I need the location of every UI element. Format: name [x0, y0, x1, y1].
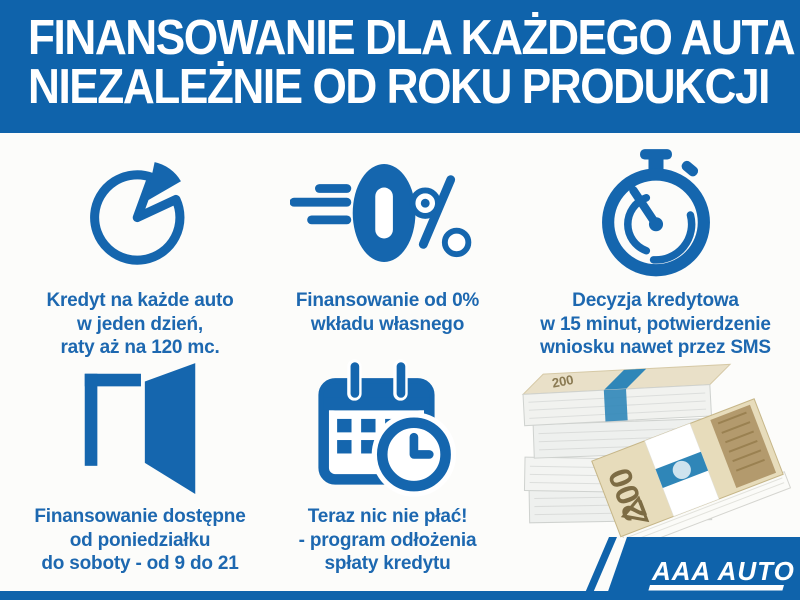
feature-text-line: Teraz nic nie płać!: [307, 506, 468, 527]
pie-chart-icon: [15, 147, 265, 279]
feature-text-line: w 15 minut, potwierdzenie: [540, 313, 771, 335]
feature-text-line: Decyzja kredytowa: [572, 290, 739, 311]
logo-text: AAA AUTO: [651, 556, 795, 586]
feature-text-line: Kredyt na każde auto: [46, 290, 234, 311]
feature-decision: Decyzja kredytowa w 15 minut, potwierdze…: [518, 147, 793, 360]
money-stacks-image: 200 200: [521, 363, 792, 551]
feature-text-line: Finansowanie od 0%: [295, 290, 480, 311]
headline-line-1: FINANSOWANIE DLA KAŻDEGO AUTA: [28, 9, 796, 65]
bottom-bar: [0, 591, 800, 600]
feature-availability: Finansowanie dostępne od poniedziałku do…: [15, 363, 265, 576]
feature-credit: Kredyt na każde auto w jeden dzień, raty…: [15, 147, 265, 360]
calendar-clock-icon: [265, 359, 510, 497]
feature-text-line: Finansowanie dostępne: [34, 506, 246, 527]
feature-text-line: w jeden dzień,: [77, 313, 203, 335]
feature-text-line: do soboty - od 9 do 21: [41, 553, 239, 574]
feature-text-line: - program odłożenia: [298, 529, 477, 551]
feature-text-line: spłaty kredytu: [324, 553, 451, 574]
feature-text-line: wkładu własnego: [310, 313, 465, 335]
feature-text-line: wniosku nawet przez SMS: [540, 337, 771, 358]
zero-percent-icon: [265, 147, 510, 279]
feature-zero-percent: Finansowanie od 0% wkładu własnego: [265, 147, 510, 336]
logo-underline: [648, 585, 784, 591]
money-bundle-front: 200: [591, 398, 792, 551]
headline-line-2: NIEZALEŻNIE OD ROKU PRODUKCJI: [28, 58, 770, 114]
open-door-icon: [15, 363, 265, 495]
feature-text-line: raty aż na 120 mc.: [60, 337, 220, 358]
feature-money: 200 200: [518, 358, 795, 551]
aaa-auto-logo: AAA AUTO: [582, 537, 800, 600]
header-banner: FINANSOWANIE DLA KAŻDEGO AUTA NIEZALEŻNI…: [0, 0, 800, 133]
feature-deferred-payment: Teraz nic nie płać! - program odłożenia …: [265, 359, 510, 576]
feature-text-line: od poniedziałku: [69, 529, 211, 551]
stopwatch-icon: [518, 147, 793, 279]
svg-text:200: 200: [551, 372, 575, 391]
